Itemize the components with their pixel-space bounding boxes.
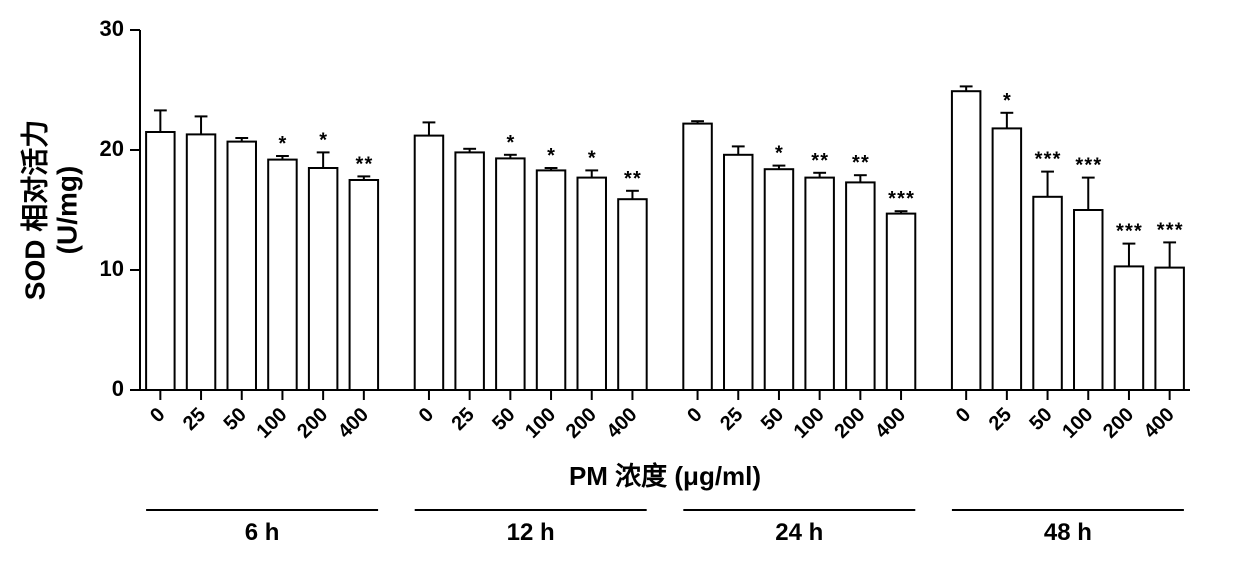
bar — [415, 136, 443, 390]
x-tick-label: 0 — [683, 404, 706, 427]
sod-activity-bar-chart: 0102030SOD 相对活力(U/mg)02550*100*200**4000… — [0, 0, 1240, 582]
significance-star: * — [1044, 149, 1052, 171]
significance-star: * — [1075, 155, 1083, 177]
bar — [228, 142, 256, 390]
bar — [309, 168, 337, 390]
significance-star: * — [279, 133, 287, 155]
significance-star: * — [319, 129, 327, 151]
y-tick-label: 0 — [112, 376, 124, 401]
x-axis-label: PM 浓度 (μg/ml) — [569, 461, 761, 491]
x-tick-label: 200 — [830, 404, 869, 443]
significance-star: * — [364, 153, 372, 175]
y-tick-label: 10 — [100, 256, 124, 281]
x-tick-label: 400 — [871, 404, 910, 443]
group-label: 12 h — [507, 519, 555, 546]
significance-star: * — [1053, 149, 1061, 171]
x-tick-label: 100 — [252, 404, 291, 443]
y-axis-label: SOD 相对活力(U/mg) — [19, 120, 82, 300]
significance-star: * — [1116, 221, 1124, 243]
bar — [496, 158, 524, 390]
significance-star: * — [1175, 219, 1183, 241]
significance-star: * — [775, 143, 783, 165]
significance-star: * — [1084, 155, 1092, 177]
significance-star: * — [811, 150, 819, 172]
x-tick-label: 25 — [448, 404, 479, 435]
x-tick-label: 400 — [334, 404, 373, 443]
significance-star: * — [1134, 221, 1142, 243]
bar — [1074, 210, 1102, 390]
bar — [1115, 266, 1143, 390]
x-tick-label: 0 — [415, 404, 438, 427]
chart-svg: 0102030SOD 相对活力(U/mg)02550*100*200**4000… — [0, 0, 1240, 582]
bar — [683, 124, 711, 390]
significance-star: * — [506, 132, 514, 154]
significance-star: * — [1125, 221, 1133, 243]
x-tick-label: 25 — [716, 404, 747, 435]
bar — [765, 169, 793, 390]
x-tick-label: 200 — [1099, 404, 1138, 443]
significance-star: * — [1157, 219, 1165, 241]
significance-star: * — [624, 168, 632, 190]
significance-star: * — [1035, 149, 1043, 171]
significance-star: * — [888, 188, 896, 210]
x-tick-label: 100 — [1058, 404, 1097, 443]
significance-star: * — [1166, 219, 1174, 241]
x-tick-label: 100 — [521, 404, 560, 443]
bar — [350, 180, 378, 390]
bar — [805, 178, 833, 390]
y-tick-label: 20 — [100, 136, 124, 161]
group-label: 6 h — [245, 519, 280, 546]
significance-star: * — [355, 153, 363, 175]
bar — [537, 170, 565, 390]
bar — [1033, 197, 1061, 390]
group-label: 24 h — [775, 519, 823, 546]
x-tick-label: 25 — [985, 404, 1016, 435]
x-tick-label: 200 — [293, 404, 332, 443]
bar — [268, 160, 296, 390]
significance-star: * — [861, 152, 869, 174]
x-tick-label: 0 — [146, 404, 169, 427]
bar — [187, 134, 215, 390]
group-label: 48 h — [1044, 519, 1092, 546]
x-tick-label: 400 — [602, 404, 641, 443]
x-tick-label: 400 — [1140, 404, 1179, 443]
svg-text:SOD 相对活力(U/mg): SOD 相对活力(U/mg) — [19, 120, 82, 300]
significance-star: * — [588, 147, 596, 169]
x-tick-label: 100 — [790, 404, 829, 443]
bar — [578, 178, 606, 390]
y-tick-label: 30 — [100, 16, 124, 41]
significance-star: * — [1093, 155, 1101, 177]
bar — [455, 152, 483, 390]
x-tick-label: 25 — [179, 404, 210, 435]
significance-star: * — [820, 150, 828, 172]
x-tick-label: 50 — [220, 404, 251, 435]
x-tick-label: 200 — [562, 404, 601, 443]
x-tick-label: 50 — [488, 404, 519, 435]
bar — [993, 128, 1021, 390]
x-tick-label: 50 — [1025, 404, 1056, 435]
bar — [846, 182, 874, 390]
bar — [1155, 268, 1183, 390]
significance-star: * — [1003, 90, 1011, 112]
bar — [724, 155, 752, 390]
bar — [952, 91, 980, 390]
significance-star: * — [633, 168, 641, 190]
significance-star: * — [897, 188, 905, 210]
x-tick-label: 0 — [952, 404, 975, 427]
significance-star: * — [906, 188, 914, 210]
significance-star: * — [547, 145, 555, 167]
bar — [618, 199, 646, 390]
x-tick-label: 50 — [757, 404, 788, 435]
bar — [887, 214, 915, 390]
bar — [146, 132, 174, 390]
significance-star: * — [852, 152, 860, 174]
